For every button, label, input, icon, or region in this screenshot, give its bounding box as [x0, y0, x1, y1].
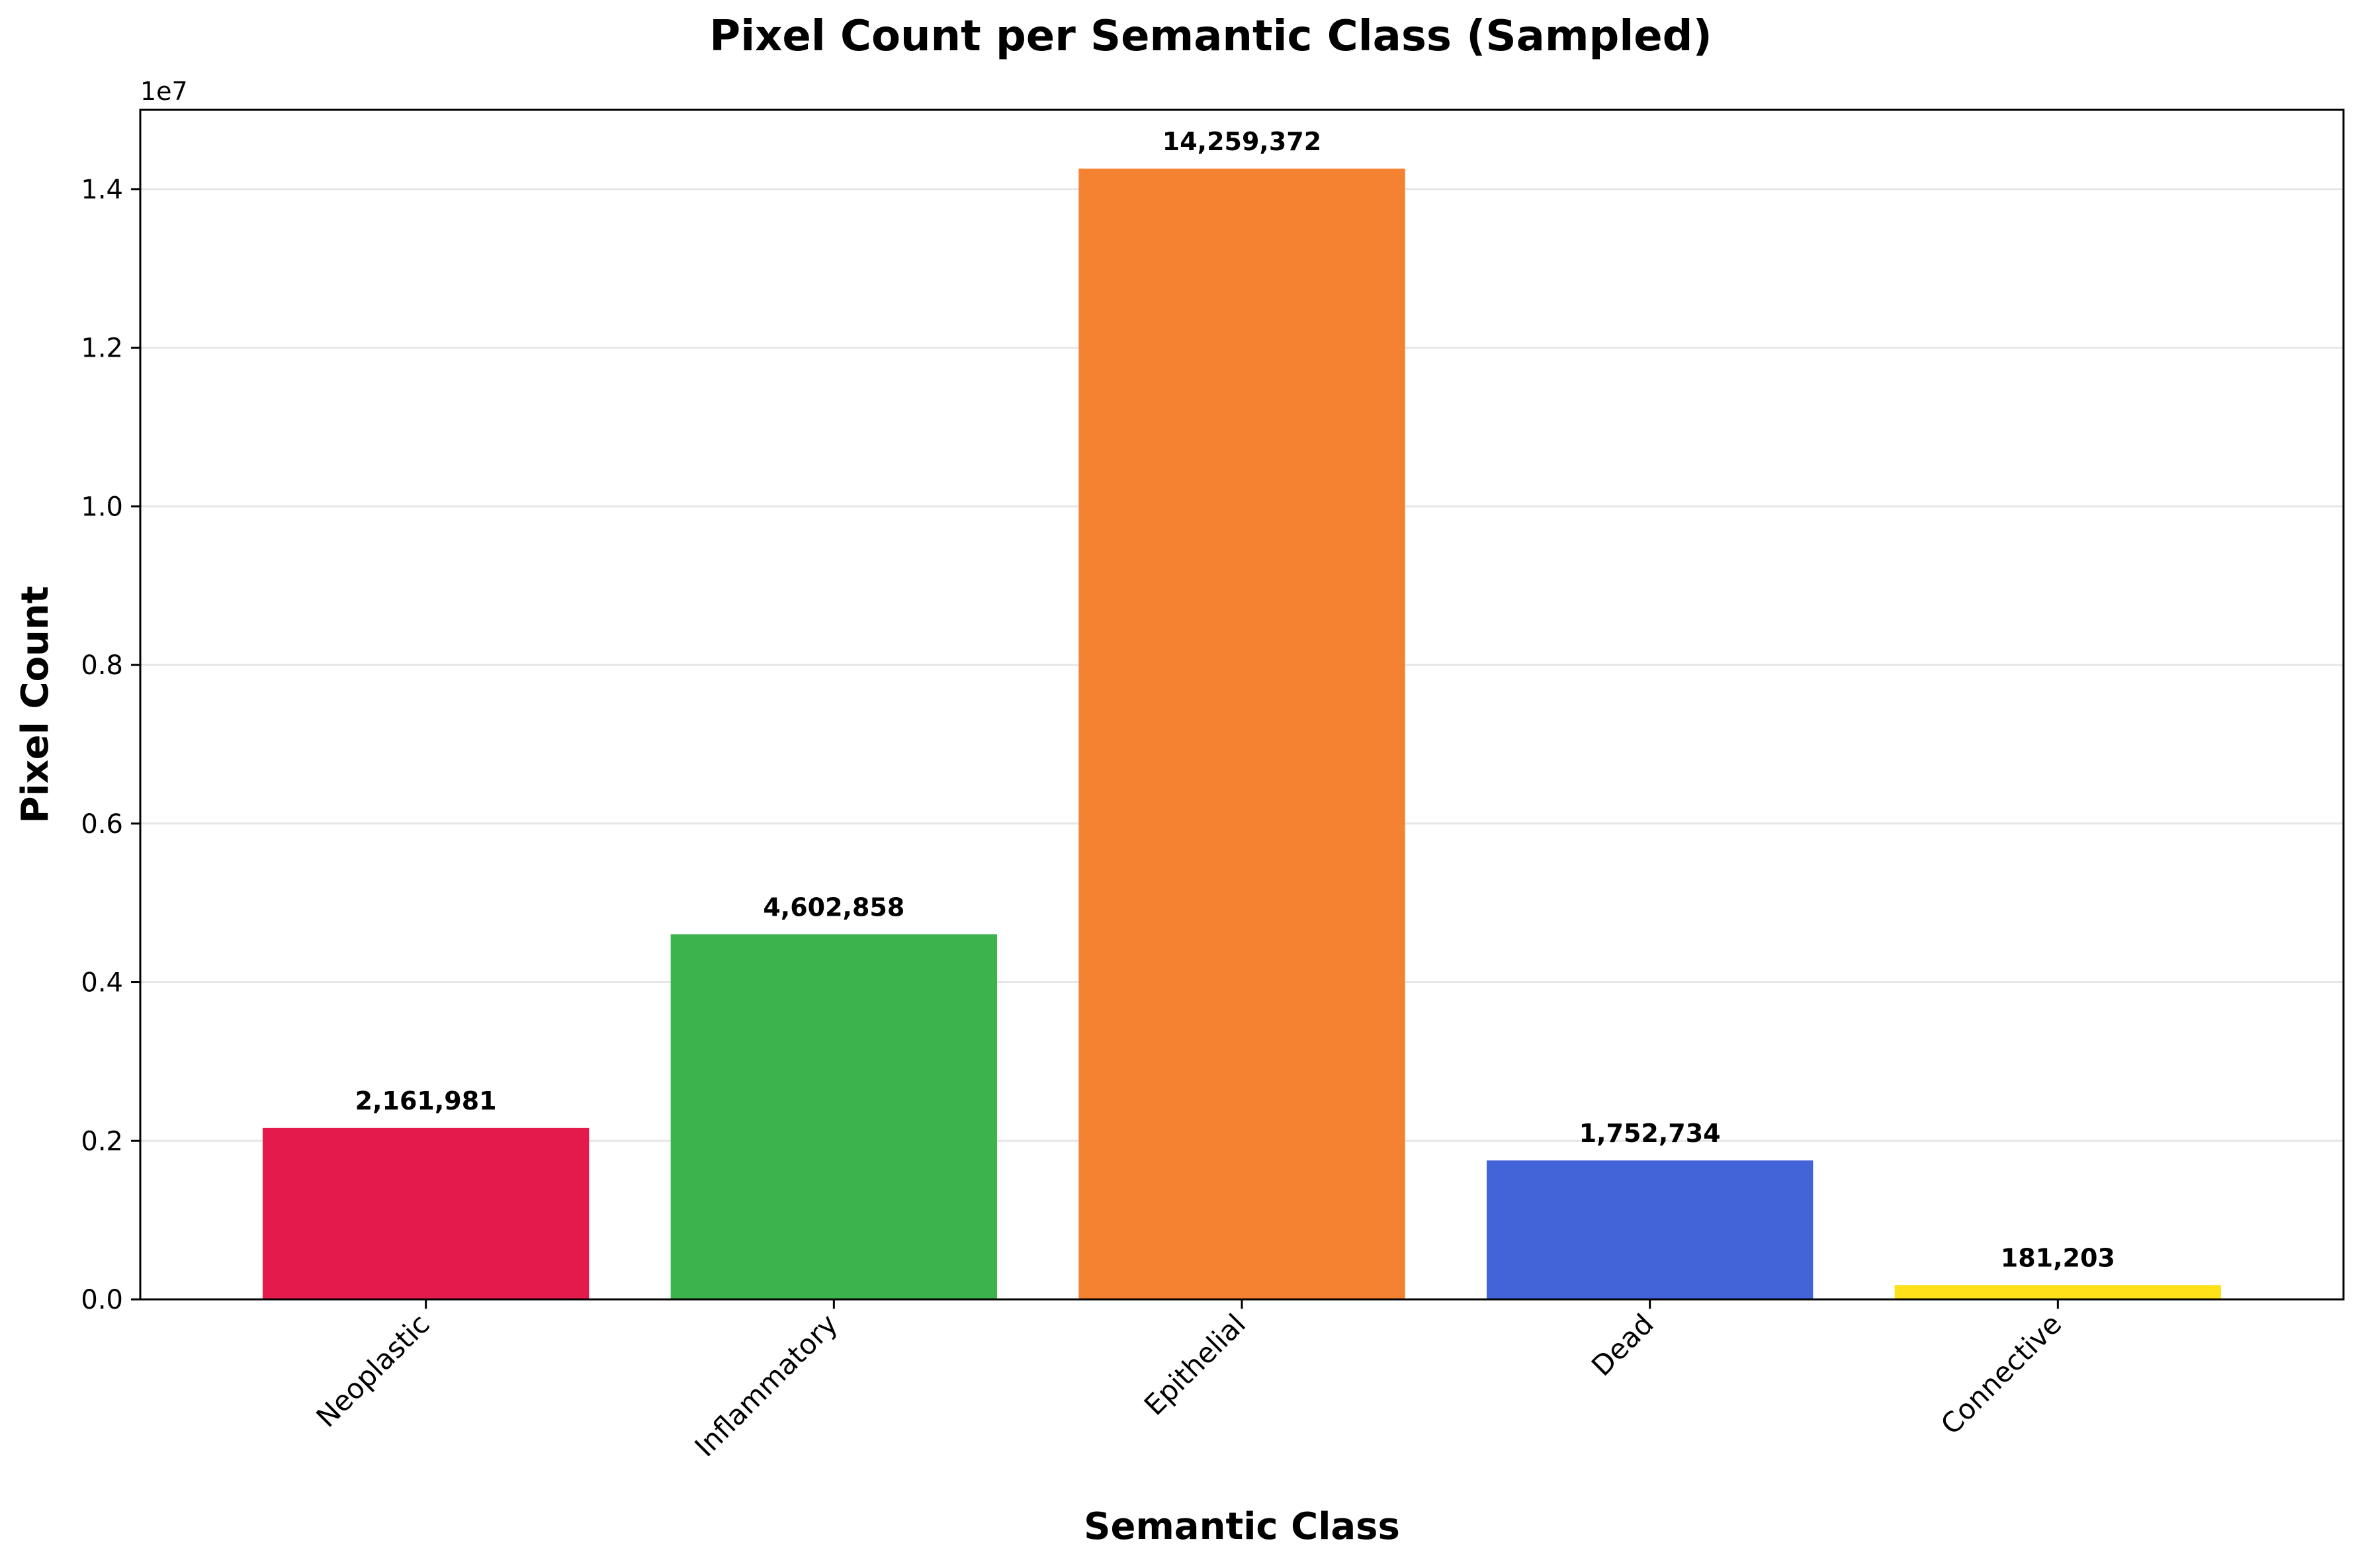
- y-tick-label: 1.4: [81, 175, 123, 205]
- bar-value-label: 4,602,858: [763, 893, 904, 922]
- bar-neoplastic: [263, 1127, 590, 1299]
- bar-value-label: 1,752,734: [1579, 1119, 1721, 1148]
- bar-epithelial: [1078, 168, 1405, 1299]
- x-axis-label: Semantic Class: [1084, 1505, 1400, 1548]
- y-tick-label: 0.4: [81, 968, 123, 998]
- y-tick-label: 0.2: [81, 1126, 123, 1156]
- bar-dead: [1487, 1160, 1814, 1299]
- y-tick-label: 0.6: [81, 809, 123, 840]
- bar-value-labels: 2,161,981 4,602,858 14,259,372 1,752,734 181…: [355, 127, 2115, 1273]
- y-tick-label: 0.8: [81, 650, 123, 681]
- bars: [263, 168, 2221, 1299]
- y-axis-offset-label: 1e7: [140, 77, 188, 106]
- bar-connective: [1894, 1285, 2221, 1299]
- y-tick-label: 0.0: [81, 1285, 123, 1315]
- bar-inflammatory: [670, 934, 997, 1299]
- bar-value-label: 181,203: [2001, 1243, 2115, 1272]
- y-tick-label: 1.0: [81, 492, 123, 522]
- chart-title: Pixel Count per Semantic Class (Sampled): [709, 12, 1712, 61]
- bar-value-label: 14,259,372: [1162, 127, 1321, 156]
- y-axis-ticks: 0.0 0.2 0.4 0.6 0.8 1.0 1.2 1.4: [81, 175, 140, 1315]
- bar-value-label: 2,161,981: [355, 1086, 497, 1115]
- y-tick-label: 1.2: [81, 333, 123, 364]
- y-axis-label: Pixel Count: [14, 586, 57, 823]
